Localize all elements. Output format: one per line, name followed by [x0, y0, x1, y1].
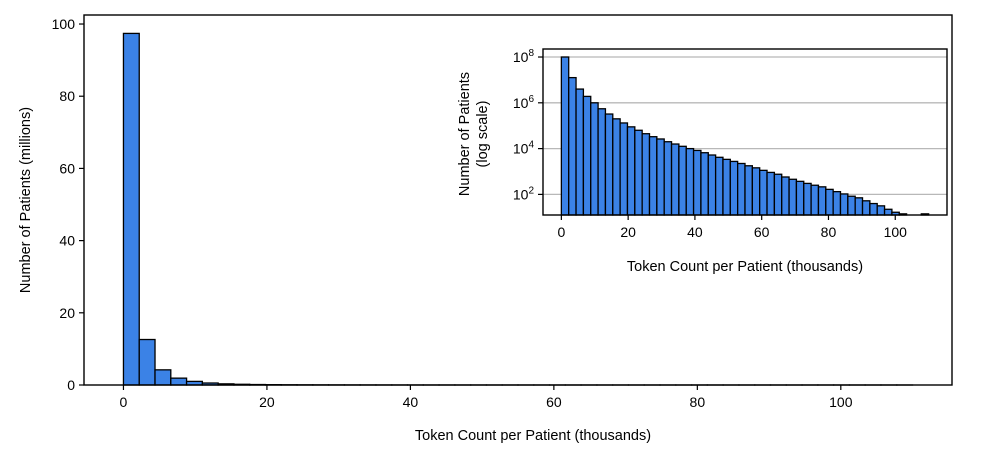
inset-bar [597, 108, 607, 216]
inset-x-tick-label: 80 [821, 224, 837, 240]
inset-bar [590, 102, 599, 216]
inset-bar [612, 118, 621, 216]
inset-bar [634, 129, 643, 216]
main-bar [138, 338, 156, 386]
main-x-tick-label: 40 [403, 394, 419, 410]
inset-bar [722, 158, 731, 216]
inset-bar [700, 152, 709, 216]
inset-bar [685, 147, 695, 216]
inset-bar [729, 160, 739, 216]
inset-bar [766, 171, 776, 216]
inset-bar [648, 136, 658, 216]
inset-bar [825, 188, 834, 216]
inset-bar [876, 205, 886, 216]
inset-bar [832, 190, 842, 216]
inset-x-tick-label: 40 [687, 224, 703, 240]
inset-bar [714, 156, 724, 216]
inset-bar [861, 200, 871, 216]
inset-bar [744, 165, 753, 216]
main-y-tick-label: 20 [59, 305, 75, 321]
inset-bar [619, 122, 629, 216]
inset-bar [817, 186, 827, 216]
main-y-axis-label: Number of Patients (millions) [18, 107, 34, 293]
inset-bar [604, 113, 614, 216]
main-y-tick-label: 80 [59, 88, 75, 104]
inset-bar [737, 162, 746, 216]
inset-y-tick-label: 104 [513, 140, 535, 157]
inset-bar [759, 169, 768, 216]
main-y-tick-label: 40 [59, 233, 75, 249]
inset-x-tick-label: 0 [557, 224, 565, 240]
inset-bar [839, 193, 849, 216]
inset-bar [773, 173, 783, 216]
inset-y-tick-label: 108 [513, 48, 535, 65]
main-x-axis-label: Token Count per Patient (thousands) [415, 428, 651, 444]
inset-y-axis-label-line2: (log scale) [475, 101, 491, 168]
inset-bars [560, 56, 930, 216]
inset-y-tick-label: 106 [513, 94, 535, 111]
inset-plot-frame [542, 48, 948, 216]
main-y-tick-label: 100 [52, 16, 76, 32]
inset-bar [575, 88, 585, 216]
inset-bar [641, 133, 651, 216]
inset-y-tick-label: 102 [513, 185, 535, 202]
inset-chart: 0 20 40 60 80 100 102 104 106 108 Token Count pe… [457, 48, 948, 275]
main-x-tick-label: 100 [829, 394, 853, 410]
inset-bar [678, 145, 687, 216]
inset-bar [810, 184, 820, 216]
main-x-tick-label: 20 [259, 394, 275, 410]
main-bar [122, 32, 140, 386]
inset-bar [582, 95, 592, 216]
inset-bar [854, 197, 864, 216]
inset-bar [847, 195, 856, 216]
inset-x-tick-label: 20 [620, 224, 636, 240]
inset-bar [626, 126, 636, 216]
main-x-ticks: 0 20 40 60 80 100 [120, 385, 853, 410]
inset-bar [751, 167, 761, 216]
inset-x-tick-label: 100 [884, 224, 908, 240]
inset-bar [663, 141, 673, 216]
main-bar [154, 369, 172, 386]
inset-bar [869, 202, 878, 216]
main-x-tick-label: 0 [120, 394, 128, 410]
main-plot-frame [83, 14, 953, 386]
inset-y-axis-label-line1: Number of Patients [457, 72, 473, 196]
inset-x-ticks: 0 20 40 60 80 100 [557, 215, 907, 240]
main-y-tick-label: 0 [67, 377, 75, 393]
inset-bar [795, 180, 805, 216]
main-x-tick-label: 60 [546, 394, 562, 410]
main-y-tick-label: 60 [59, 160, 75, 176]
inset-bar [707, 154, 717, 216]
main-y-ticks: 0 20 40 60 80 100 [52, 16, 84, 393]
main-chart: 0 20 40 60 80 100 0 20 40 60 80 100 Token Count pe… [18, 14, 953, 444]
inset-bar [692, 149, 702, 216]
inset-bar [568, 76, 577, 216]
inset-bar [656, 138, 665, 216]
main-bar [170, 377, 188, 386]
inset-bar [803, 182, 812, 216]
inset-x-tick-label: 60 [754, 224, 770, 240]
inset-bar [781, 176, 790, 216]
inset-bar [670, 143, 680, 216]
inset-bar [560, 56, 570, 216]
inset-x-axis-label: Token Count per Patient (thousands) [627, 259, 863, 275]
inset-y-ticks: 102 104 106 108 [513, 48, 543, 202]
inset-bar [883, 208, 893, 216]
inset-bar [788, 178, 798, 216]
main-x-tick-label: 80 [690, 394, 706, 410]
